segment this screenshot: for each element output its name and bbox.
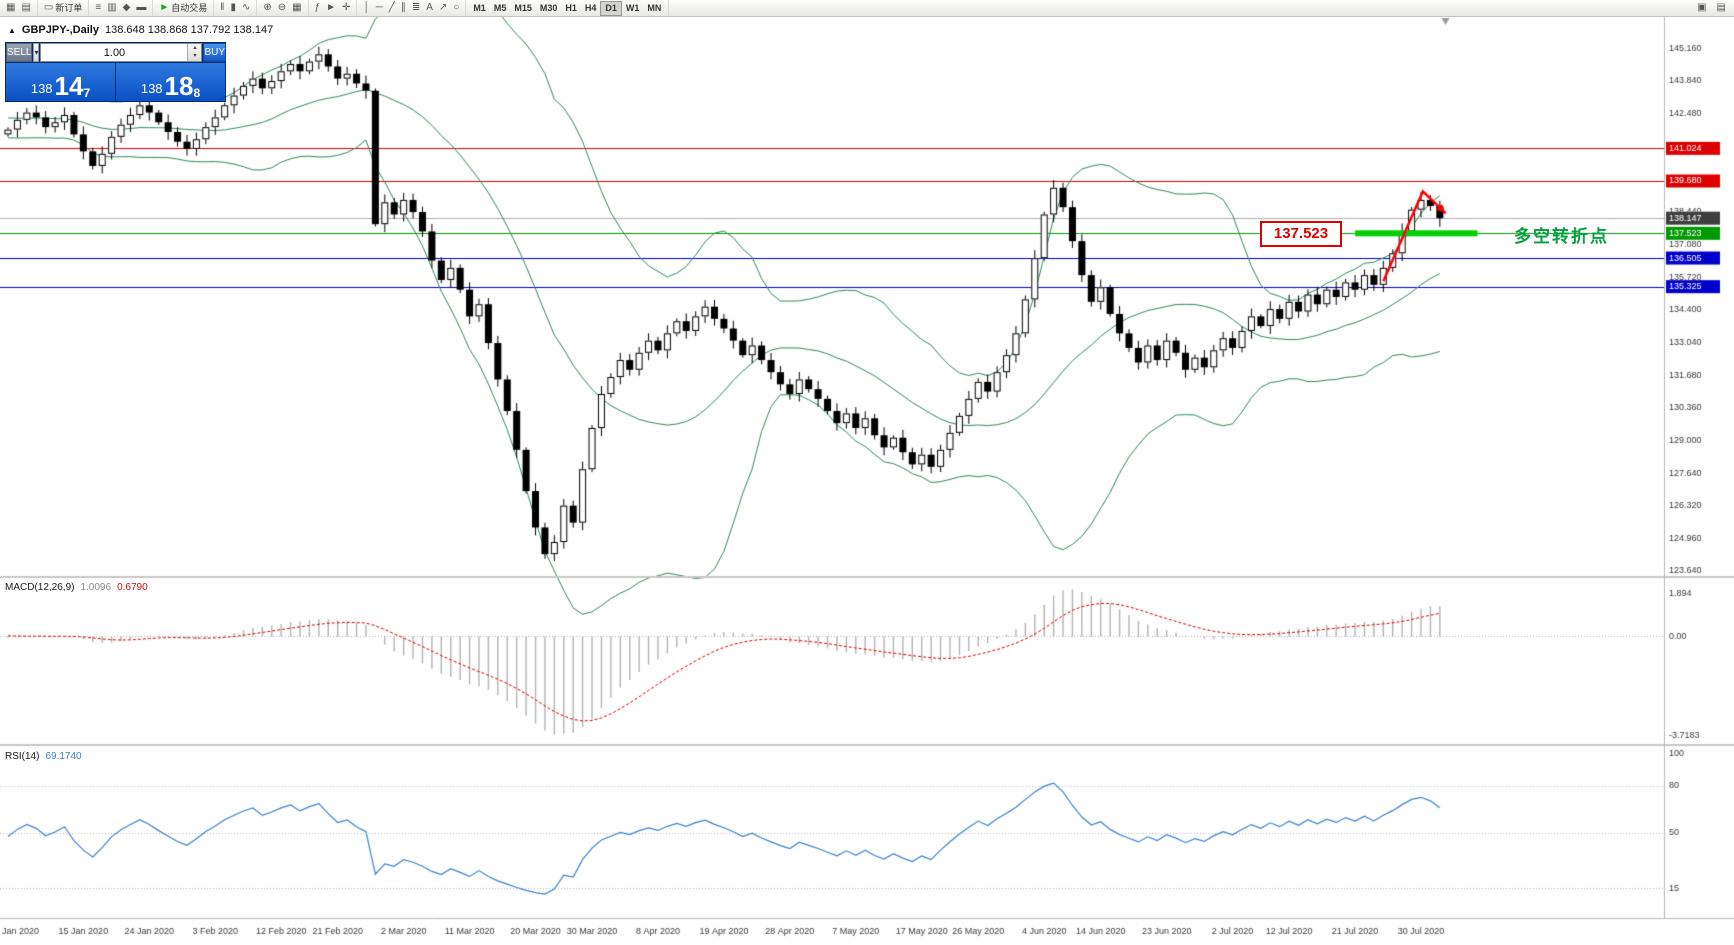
price-level-callout[interactable]: 137.523 [1260,221,1342,247]
sell-price-point: 7 [83,86,91,100]
rsi-indicator-label: RSI(14) 69.1740 [5,751,82,762]
sell-price-whole: 138 [30,81,53,96]
horizontal-line-icon: ─ [375,2,383,13]
market-watch-icon: ≡ [95,2,102,13]
order-type-dropdown[interactable]: ▾ [33,43,40,62]
indicators-icon[interactable]: ƒ [312,1,324,15]
arrow-tool-icon: ↗ [438,2,448,13]
data-window-icon[interactable]: ▥ [104,1,119,15]
text-icon[interactable]: A [423,1,436,15]
fullscreen-icon[interactable]: ▣ [1697,2,1707,13]
bar-chart-icon[interactable]: ‖ [217,1,227,15]
tile-windows-icon[interactable]: ▦ [289,1,304,15]
lot-decrease-button[interactable]: ▾ [193,53,197,59]
buy-price-button[interactable]: 138 18 8 [116,63,225,101]
new-chart-icon: ▦ [6,2,16,13]
macd-name: MACD(12,26,9) [5,582,75,593]
new-order-button-label: 新订单 [55,3,83,13]
profiles-icon[interactable]: ▤ [18,1,33,15]
trendline-icon: ╱ [388,2,395,13]
crosshair-icon: ✛ [342,2,351,13]
toolbar: ▦ ▤ ▭ 新订单 ≡ ▥ ◆ ▬ ► 自动交易 ‖ ▮ ∿ ⊕ ⊖ ▦ ƒ ► ✛ │ ─ ╱ ∥ ≣ A ↗ ○ M1 M5 M15 M… [0,0,1734,17]
candlestick-icon: ▮ [230,2,236,13]
chart-window: ▲ GBPJPY-,Daily 138.648 138.868 137.792 … [0,16,1734,945]
new-chart-icon[interactable]: ▦ [3,1,18,15]
macd-indicator-label: MACD(12,26,9) 1.0096 0.6790 [5,582,148,593]
timeframe-button-w1[interactable]: W1 [625,3,640,13]
channel-icon[interactable]: ∥ [398,1,409,15]
lot-size-spinner: ▴ ▾ [187,44,202,61]
fibonacci-icon[interactable]: ≣ [409,1,423,15]
cursor-icon[interactable]: ► [323,1,339,15]
terminal-icon: ▬ [136,2,147,13]
market-watch-icon[interactable]: ≡ [92,1,104,15]
line-chart-icon: ∿ [241,2,251,13]
arrow-tool-icon[interactable]: ↗ [436,1,450,15]
macd-signal-value: 0.6790 [117,582,148,593]
lot-size-input[interactable] [41,44,188,61]
symbol-title: GBPJPY-,Daily [21,24,99,36]
timeframe-button-d1[interactable]: D1 [600,0,622,16]
sell-button[interactable]: SELL [6,43,33,62]
timeframe-button-m30[interactable]: M30 [539,3,558,13]
tile-windows-icon: ▦ [292,2,302,13]
buy-price-whole: 138 [140,81,163,96]
line-chart-icon[interactable]: ∿ [239,1,253,15]
text-icon: A [426,2,433,13]
vertical-line-icon: │ [363,2,370,13]
macd-value: 1.0096 [80,582,112,593]
new-order-icon: ▭ [43,2,54,13]
sell-price-pips: 14 [54,71,84,101]
rsi-value: 69.1740 [45,751,82,762]
buy-button[interactable]: BUY [203,43,227,62]
profiles-icon: ▤ [21,2,31,13]
cursor-icon: ► [326,2,337,13]
timeframe-button-h1[interactable]: H1 [565,3,577,13]
indicators-icon: ƒ [314,2,321,13]
channel-icon: ∥ [400,2,406,13]
rsi-name: RSI(14) [5,751,40,762]
windows-icon[interactable]: ▤ [1716,2,1726,13]
bar-chart-icon: ‖ [220,2,225,13]
chevron-down-icon: ▾ [34,48,39,57]
shapes-icon: ○ [453,2,460,13]
sell-price-button[interactable]: 138 14 7 [6,63,115,101]
buy-price-point: 8 [193,86,201,100]
zoom-in-icon[interactable]: ⊕ [260,1,274,15]
symbol-marker-icon: ▲ [8,25,16,35]
timeframe-button-h4[interactable]: H4 [584,3,597,13]
shapes-icon[interactable]: ○ [450,1,462,15]
fibonacci-icon: ≣ [411,2,421,13]
data-window-icon: ▥ [107,2,117,13]
zoom-out-icon: ⊖ [277,2,287,13]
trendline-icon[interactable]: ╱ [386,1,398,15]
zoom-in-icon: ⊕ [263,2,272,13]
terminal-icon[interactable]: ▬ [133,1,149,15]
lot-increase-button[interactable]: ▴ [193,45,197,51]
auto-trading-button-label: 自动交易 [171,3,208,13]
navigator-icon[interactable]: ◆ [120,1,134,15]
zoom-out-icon[interactable]: ⊖ [275,1,289,15]
auto-trading-button[interactable]: ► 自动交易 [156,1,210,15]
symbol-header: ▲ GBPJPY-,Daily 138.648 138.868 137.792 … [8,24,273,36]
symbol-ohlc-values: 138.648 138.868 137.792 138.147 [104,24,274,36]
buy-price-pips: 18 [164,71,194,101]
price-chart-canvas[interactable] [0,16,1734,945]
timeframe-button-m5[interactable]: M5 [493,3,507,13]
lot-size-field: ▴ ▾ [40,43,203,62]
auto-trading-icon: ► [159,2,170,13]
timeframe-button-mn[interactable]: MN [647,3,662,13]
navigator-icon: ◆ [122,2,131,13]
crosshair-icon[interactable]: ✛ [339,1,353,15]
horizontal-line-icon[interactable]: ─ [373,1,386,15]
timeframe-button-m1[interactable]: M1 [473,3,486,13]
timeframe-button-m15[interactable]: M15 [514,3,532,13]
turning-point-note[interactable]: 多空转折点 [1514,227,1609,246]
candlestick-icon[interactable]: ▮ [227,1,239,15]
new-order-button[interactable]: ▭ 新订单 [41,1,85,15]
vertical-line-icon[interactable]: │ [360,1,372,15]
